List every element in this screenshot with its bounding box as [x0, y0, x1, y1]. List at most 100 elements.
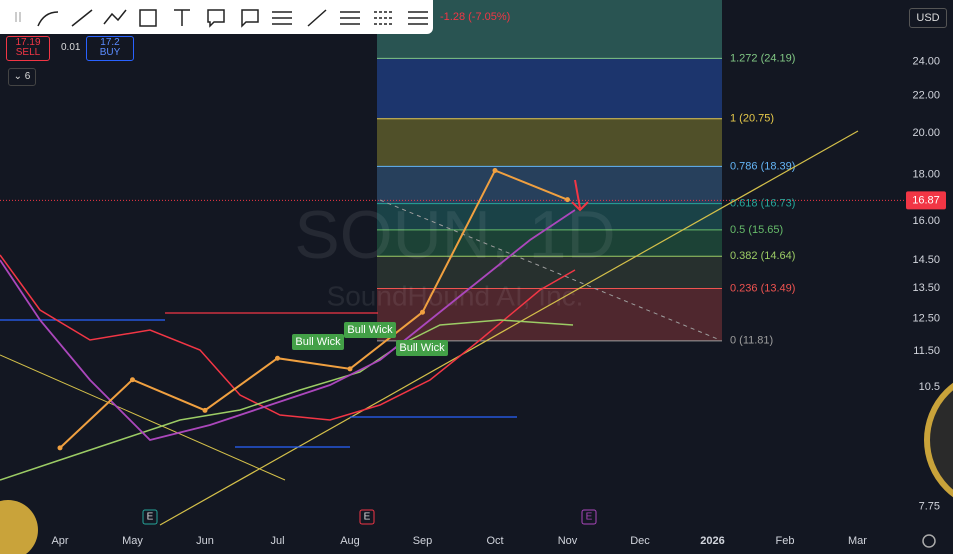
sell-button[interactable]: 17.19 SELL: [6, 36, 50, 61]
coin-overlay: [0, 500, 38, 554]
webcam-overlay: [924, 382, 953, 498]
fib-label: 0.236 (13.49): [730, 282, 795, 294]
buy-label: BUY: [99, 47, 121, 58]
plot: Bull Wick Bull Wick Bull Wick E E E: [57, 167, 597, 525]
indicator-count: 6: [24, 71, 31, 82]
current-price-label: 16.87: [912, 194, 940, 206]
y-tick-label: 20.00: [912, 127, 940, 139]
tool-line[interactable]: [71, 9, 93, 27]
y-tick-label: 16.00: [912, 215, 940, 227]
fib-zone: [377, 288, 722, 341]
drag-handle[interactable]: [15, 12, 21, 22]
x-tick-label: Oct: [486, 535, 503, 547]
annotation: Bull Wick: [347, 324, 393, 336]
earnings-label: E: [147, 512, 154, 523]
fib-label: 0.618 (16.73): [730, 198, 795, 210]
time-axis: [0, 526, 953, 554]
tool-path[interactable]: [103, 9, 127, 25]
y-tick-label: 24.00: [912, 55, 940, 67]
spread: 0.01: [61, 42, 81, 53]
y-tick-label: 18.00: [912, 169, 940, 181]
fib-label: 0.382 (14.64): [730, 250, 795, 262]
watermark-name: SoundHound AI, Inc.: [327, 280, 584, 311]
annotation-box: [292, 334, 344, 350]
x-tick-label: Dec: [630, 535, 650, 547]
y-tick-label: 7.75: [919, 501, 940, 513]
y-tick-label: 11.50: [913, 345, 940, 357]
buy-price: 17.2: [100, 37, 120, 48]
fib-label: 0.786 (18.39): [730, 160, 795, 172]
indicators-toggle[interactable]: ⌄ 6: [8, 68, 36, 86]
earnings-marker: [581, 509, 597, 525]
toolbar-icons: [15, 9, 428, 28]
trend-line: [159, 130, 859, 526]
earnings-marker: [359, 509, 375, 525]
toolbar: [0, 0, 433, 34]
arrow: [571, 179, 589, 212]
fib-zone: [377, 0, 722, 59]
buy-button[interactable]: 17.2 BUY: [86, 36, 134, 61]
tool-ray[interactable]: [307, 9, 327, 27]
currency-button[interactable]: USD: [909, 8, 947, 28]
tool-callout[interactable]: [207, 9, 225, 28]
fib-label: 0 (11.81): [730, 335, 773, 347]
annotation-box: [344, 322, 396, 338]
price-point: [130, 377, 135, 383]
change: -1.28 (-7.05%): [440, 11, 511, 23]
y-tick-label: 10.5: [919, 381, 940, 393]
fib-label: 0.5 (15.65): [730, 224, 783, 236]
price-point: [275, 355, 280, 361]
x-tick-label: Aug: [340, 535, 360, 547]
x-tick-label: May: [122, 535, 143, 547]
fib-zone: [377, 203, 722, 230]
annotation-box: [396, 340, 448, 356]
y-tick-label: 22.00: [912, 90, 940, 102]
tool-channel[interactable]: [340, 11, 360, 25]
earnings-label: E: [586, 512, 593, 523]
y-tick-label: 14.50: [912, 254, 940, 266]
tool-gann[interactable]: [408, 11, 428, 25]
trend-line: [0, 354, 286, 481]
current-price-tag: [906, 191, 946, 210]
tool-rect[interactable]: [139, 9, 157, 27]
moving-average: [0, 254, 576, 421]
x-tick-label: Mar: [848, 535, 867, 547]
sell-price: 17.19: [15, 37, 41, 48]
x-tick-label: Jun: [196, 535, 214, 547]
fib-zone: [377, 256, 722, 289]
trend-line: [379, 199, 721, 341]
fib-zone: [377, 166, 722, 204]
tool-fib[interactable]: [272, 11, 292, 25]
price-line: [59, 169, 568, 449]
price-point: [565, 197, 570, 203]
sell-label: SELL: [15, 47, 41, 58]
axes: 24.00 22.00 20.00 18.00 16.00 14.50 13.50 12.50…: [51, 55, 946, 547]
x-tick-label: Jul: [270, 535, 284, 547]
tool-note[interactable]: [241, 9, 259, 28]
y-tick-label: 12.50: [912, 312, 940, 324]
moving-average: [0, 209, 576, 441]
price-point: [492, 167, 498, 173]
fib-label: 1 (20.75): [730, 113, 774, 125]
price-point: [202, 407, 208, 413]
price-point: [57, 445, 63, 451]
x-tick-label: Nov: [558, 535, 578, 547]
x-tick-label: 2026: [700, 535, 724, 547]
x-tick-label: Apr: [51, 535, 68, 547]
settings-icon[interactable]: [922, 534, 936, 548]
y-tick-label: 13.50: [912, 282, 940, 294]
earnings-label: E: [364, 512, 371, 523]
watermark-symbol: SOUN, 1D: [294, 197, 615, 273]
earnings-marker: [142, 509, 158, 525]
fib-zone: [377, 229, 722, 257]
annotation: Bull Wick: [399, 342, 445, 354]
price-point: [420, 309, 425, 315]
fib-zone: [377, 118, 722, 167]
tool-brush[interactable]: [37, 11, 59, 27]
fib-zone: [377, 58, 722, 119]
tool-pitchfork[interactable]: [374, 11, 394, 25]
moving-average: [0, 319, 574, 481]
tool-text[interactable]: [174, 9, 190, 26]
